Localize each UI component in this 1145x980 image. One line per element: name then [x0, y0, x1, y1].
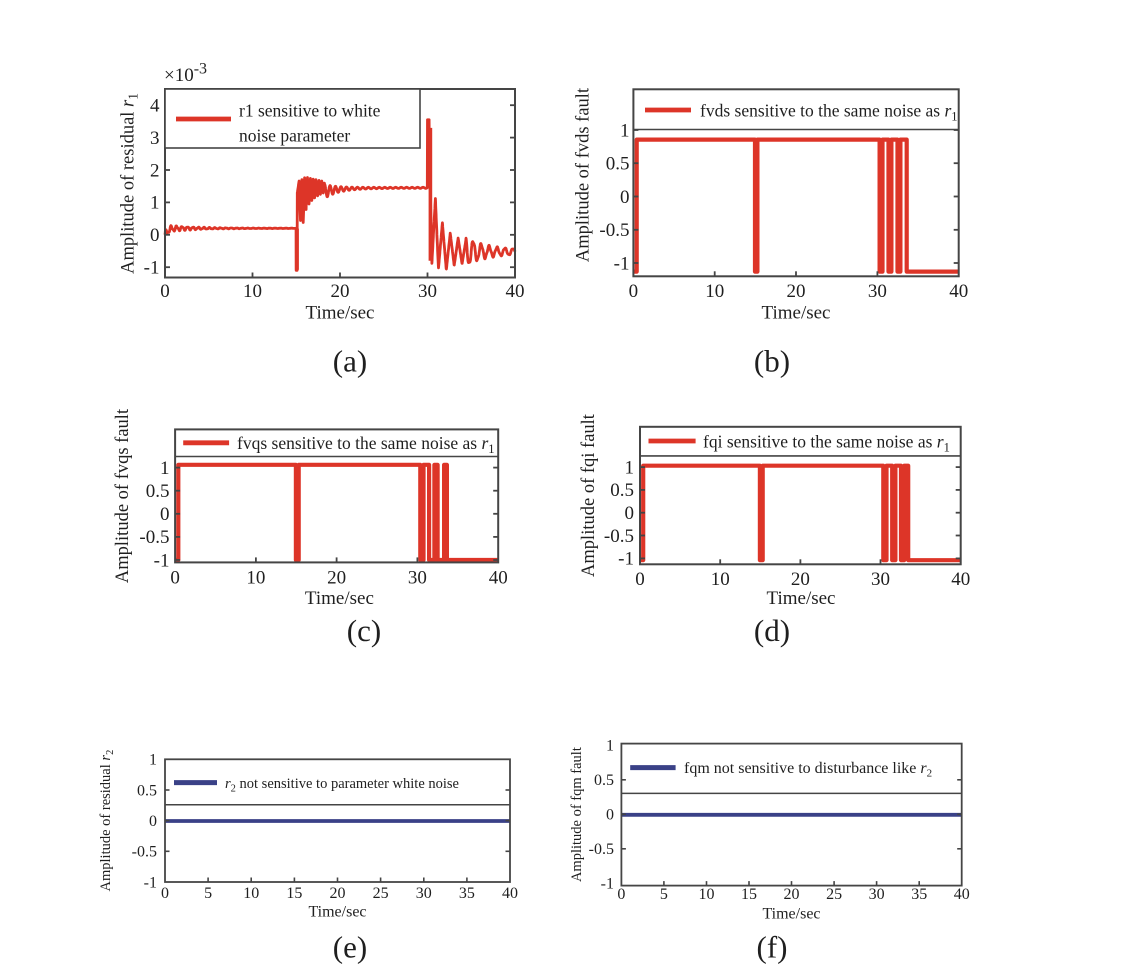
svg-text:40: 40 — [489, 568, 508, 589]
svg-text:fqi sensitive to the same nois: fqi sensitive to the same noise as r1 — [703, 431, 950, 454]
svg-text:-1: -1 — [144, 874, 157, 891]
svg-text:Time/sec: Time/sec — [762, 303, 831, 324]
svg-text:Amplitude of residual r2: Amplitude of residual r2 — [98, 750, 116, 892]
svg-text:30: 30 — [408, 568, 427, 589]
svg-text:10: 10 — [243, 885, 259, 902]
svg-text:0: 0 — [620, 187, 630, 208]
svg-text:0: 0 — [149, 813, 157, 830]
svg-text:40: 40 — [949, 281, 968, 302]
svg-text:Time/sec: Time/sec — [762, 906, 820, 923]
svg-text:0: 0 — [617, 886, 625, 903]
svg-text:0.5: 0.5 — [594, 772, 614, 789]
svg-text:40: 40 — [506, 281, 525, 302]
svg-text:Time/sec: Time/sec — [767, 588, 836, 609]
svg-text:Amplitude of fqm fault: Amplitude of fqm fault — [569, 747, 585, 882]
svg-text:-1: -1 — [154, 550, 170, 571]
svg-text:0.5: 0.5 — [137, 782, 157, 799]
svg-text:0: 0 — [170, 568, 180, 589]
svg-text:(d): (d) — [754, 613, 790, 648]
svg-text:-1: -1 — [618, 549, 634, 570]
svg-text:0: 0 — [635, 569, 645, 590]
svg-text:Time/sec: Time/sec — [306, 303, 375, 324]
svg-text:-0.5: -0.5 — [589, 841, 614, 858]
svg-text:1: 1 — [160, 458, 170, 479]
svg-text:10: 10 — [705, 281, 724, 302]
svg-text:Time/sec: Time/sec — [305, 588, 374, 609]
svg-text:(a): (a) — [333, 344, 367, 379]
svg-text:r1 sensitive to white: r1 sensitive to white — [239, 100, 381, 120]
svg-text:fvqs sensitive to the same noi: fvqs sensitive to the same noise as r1 — [237, 433, 495, 456]
svg-text:30: 30 — [418, 281, 437, 302]
svg-text:-1: -1 — [614, 253, 630, 274]
svg-text:-0.5: -0.5 — [604, 526, 634, 547]
svg-text:r2 not sensitive to parameter: r2 not sensitive to parameter white nois… — [225, 776, 459, 795]
svg-text:1: 1 — [625, 457, 635, 478]
svg-text:fvds sensitive to the same noi: fvds sensitive to the same noise as r1 — [700, 100, 958, 123]
svg-text:35: 35 — [459, 885, 475, 902]
svg-text:35: 35 — [911, 886, 927, 903]
svg-text:0.5: 0.5 — [610, 480, 634, 501]
svg-text:(e): (e) — [333, 930, 367, 965]
svg-text:30: 30 — [868, 281, 887, 302]
svg-text:Amplitude of residual r1: Amplitude of residual r1 — [119, 93, 141, 274]
svg-text:10: 10 — [711, 569, 730, 590]
svg-text:Time/sec: Time/sec — [308, 904, 366, 921]
svg-text:0: 0 — [629, 281, 639, 302]
svg-text:-0.5: -0.5 — [132, 844, 157, 861]
svg-text:25: 25 — [373, 885, 389, 902]
svg-text:30: 30 — [416, 885, 432, 902]
svg-text:0: 0 — [160, 504, 170, 525]
svg-text:(c): (c) — [347, 613, 381, 648]
svg-text:30: 30 — [869, 886, 885, 903]
svg-text:20: 20 — [787, 281, 806, 302]
svg-text:1: 1 — [620, 120, 630, 141]
svg-text:10: 10 — [699, 886, 715, 903]
svg-text:40: 40 — [502, 885, 518, 902]
svg-text:10: 10 — [243, 281, 262, 302]
svg-text:0: 0 — [625, 503, 635, 524]
svg-text:(f): (f) — [757, 930, 788, 965]
svg-text:-1: -1 — [601, 876, 614, 893]
svg-text:-0.5: -0.5 — [599, 220, 629, 241]
svg-text:(b): (b) — [754, 344, 790, 379]
svg-text:0: 0 — [606, 807, 614, 824]
svg-text:Amplitude of fvqs fault: Amplitude of fvqs fault — [113, 408, 133, 583]
svg-text:10: 10 — [246, 568, 265, 589]
svg-text:20: 20 — [331, 281, 350, 302]
svg-text:0: 0 — [161, 885, 169, 902]
svg-text:20: 20 — [784, 886, 800, 903]
svg-text:0: 0 — [160, 281, 170, 302]
svg-text:Amplitude of fvds fault: Amplitude of fvds fault — [574, 87, 594, 262]
svg-text:20: 20 — [330, 885, 346, 902]
svg-text:1: 1 — [150, 193, 160, 214]
svg-text:15: 15 — [286, 885, 302, 902]
svg-text:-0.5: -0.5 — [139, 527, 169, 548]
svg-text:fqm not sensitive to disturban: fqm not sensitive to disturbance like r2 — [684, 760, 932, 780]
svg-text:1: 1 — [149, 752, 157, 769]
svg-text:-1: -1 — [144, 258, 160, 279]
svg-text:5: 5 — [204, 885, 212, 902]
svg-text:40: 40 — [954, 886, 970, 903]
svg-text:2: 2 — [150, 160, 160, 181]
svg-text:20: 20 — [327, 568, 346, 589]
svg-text:4: 4 — [150, 96, 160, 117]
svg-text:noise parameter: noise parameter — [239, 125, 350, 145]
svg-text:30: 30 — [871, 569, 890, 590]
svg-text:0: 0 — [150, 225, 160, 246]
svg-text:15: 15 — [741, 886, 757, 903]
svg-text:3: 3 — [150, 128, 160, 149]
svg-text:×10-3: ×10-3 — [164, 61, 207, 87]
svg-text:20: 20 — [791, 569, 810, 590]
svg-text:1: 1 — [606, 738, 614, 755]
svg-text:40: 40 — [951, 569, 970, 590]
svg-text:Amplitude of fqi fault: Amplitude of fqi fault — [579, 413, 599, 577]
svg-text:0.5: 0.5 — [606, 154, 630, 175]
svg-text:5: 5 — [660, 886, 668, 903]
svg-text:25: 25 — [826, 886, 842, 903]
svg-text:0.5: 0.5 — [146, 481, 170, 502]
